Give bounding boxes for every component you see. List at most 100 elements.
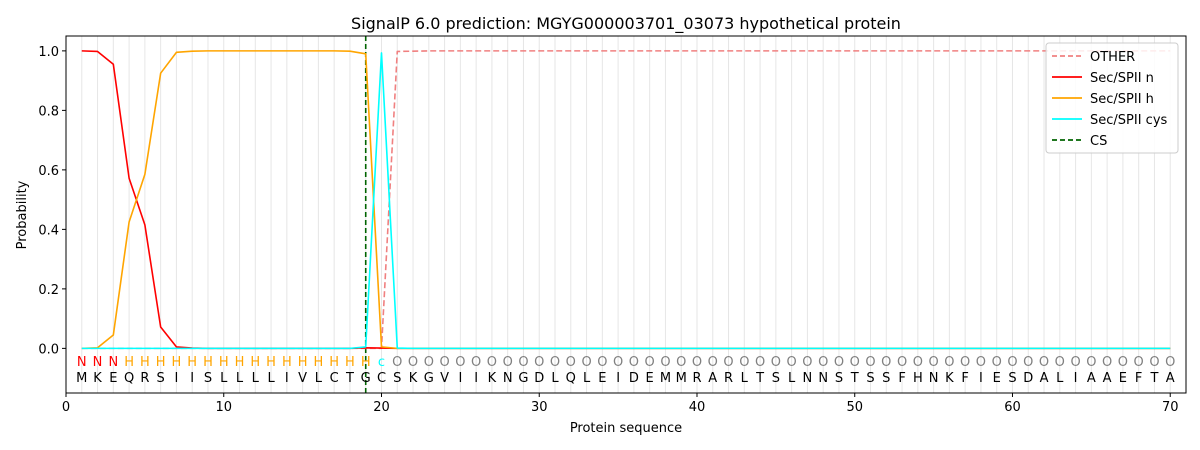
residue-label: Q [566,371,576,386]
residue-label: E [1119,371,1127,386]
residue-label: M [76,371,87,386]
residue-label: T [345,371,354,386]
axes: 0 10 20 30 40 50 60 70 0.0 0.2 0.4 0.6 0.8 1.0 [38,45,1178,415]
legend-label: Sec/SPII h [1090,92,1154,107]
residue-label: E [598,371,606,386]
region-label: O [629,355,639,370]
region-label: O [834,355,844,370]
region-label: O [408,355,418,370]
residue-label: E [109,371,117,386]
y-tick-label: 0.6 [38,164,59,179]
region-label: O [692,355,702,370]
region-label: O [660,355,670,370]
region-label: H [219,355,229,370]
region-label: O [471,355,481,370]
region-label: O [755,355,765,370]
region-label: O [897,355,907,370]
region-label: O [850,355,860,370]
region-label: H [250,355,260,370]
x-tick-label: 60 [1004,400,1021,415]
chart-title: SignalP 6.0 prediction: MGYG000003701_03… [351,14,901,34]
region-label: O [976,355,986,370]
legend: OTHER Sec/SPII n Sec/SPII h Sec/SPII cys CS [1045,42,1179,154]
residue-label: V [440,371,449,386]
residue-label: S [835,371,843,386]
x-tick-label: 40 [689,400,706,415]
region-label: H [172,355,182,370]
region-label: O [487,355,497,370]
residue-label: L [1056,371,1064,386]
residue-label: L [252,371,260,386]
region-label: O [1023,355,1033,370]
region-label: O [424,355,434,370]
residue-label: G [361,371,371,386]
region-label: O [392,355,402,370]
residue-label: S [882,371,890,386]
residue-label: T [850,371,859,386]
residue-label: H [913,371,923,386]
residue-label: N [929,371,939,386]
region-label: O [550,355,560,370]
region-label: O [771,355,781,370]
region-label: c [378,355,385,370]
x-tick-label: 70 [1162,400,1179,415]
residue-label: S [772,371,780,386]
residue-label: L [267,371,275,386]
residue-label: G [518,371,528,386]
region-label: O [455,355,465,370]
region-label: O [708,355,718,370]
residue-label: N [503,371,513,386]
residue-label: S [393,371,401,386]
residue-label: M [660,371,671,386]
residue-label: A [1166,371,1175,386]
legend-label: OTHER [1090,50,1135,65]
residue-label: T [1149,371,1158,386]
residue-label: K [93,371,102,386]
sequence-annotations: NMNKNEHQHRHSHIHIHSHLHLHLHLHIHVHLHCHTHGcC… [76,355,1175,386]
region-label: O [944,355,954,370]
residue-label: I [474,371,478,386]
x-tick-label: 0 [62,400,70,415]
x-tick-label: 50 [846,400,863,415]
region-label: H [314,355,324,370]
region-label: O [881,355,891,370]
residue-label: K [409,371,418,386]
residue-label: E [993,371,1001,386]
y-tick-label: 0.4 [38,223,59,238]
region-label: O [1118,355,1128,370]
residue-label: I [1074,371,1078,386]
x-tick-label: 20 [373,400,390,415]
region-label: O [676,355,686,370]
residue-label: A [1103,371,1112,386]
x-tick-label: 30 [531,400,548,415]
residue-label: A [1040,371,1049,386]
residue-label: C [377,371,386,386]
region-label: O [534,355,544,370]
x-axis-label: Protein sequence [570,421,682,436]
region-label: H [329,355,339,370]
residue-label: L [741,371,749,386]
residue-label: R [140,371,149,386]
residue-label: R [724,371,733,386]
residue-label: I [190,371,194,386]
region-label: O [723,355,733,370]
residue-label: F [1135,371,1142,386]
residue-label: M [676,371,687,386]
region-label: O [1102,355,1112,370]
region-label: O [992,355,1002,370]
region-label: H [345,355,355,370]
region-label: O [1086,355,1096,370]
region-label: O [1039,355,1049,370]
region-label: H [282,355,292,370]
region-label: O [1134,355,1144,370]
residue-label: S [157,371,165,386]
residue-label: Q [124,371,134,386]
residue-label: L [220,371,228,386]
region-label: O [787,355,797,370]
residue-label: G [424,371,434,386]
residue-label: S [204,371,212,386]
region-label: O [928,355,938,370]
series-lines [81,50,1171,350]
region-label: N [93,355,103,370]
